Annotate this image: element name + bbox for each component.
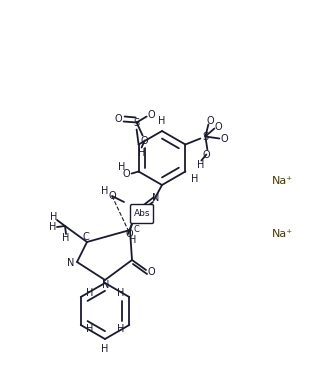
Text: O: O: [203, 150, 210, 159]
Text: H: H: [50, 212, 58, 222]
Text: O: O: [220, 133, 228, 144]
Text: O: O: [148, 109, 156, 120]
Text: N: N: [67, 258, 75, 268]
Text: H: H: [117, 324, 124, 334]
FancyBboxPatch shape: [130, 205, 154, 223]
Text: H: H: [117, 288, 124, 298]
Text: N: N: [102, 280, 110, 290]
Text: H: H: [86, 288, 93, 298]
Text: S: S: [133, 117, 140, 127]
Text: S: S: [202, 132, 209, 141]
Text: H: H: [138, 147, 145, 158]
Text: O: O: [141, 135, 148, 146]
Text: O: O: [108, 191, 116, 201]
Text: H: H: [101, 344, 109, 354]
Text: H: H: [118, 162, 125, 171]
Text: Na⁺: Na⁺: [271, 229, 293, 239]
Text: O: O: [147, 267, 155, 277]
Text: O: O: [207, 115, 214, 126]
Text: H: H: [129, 235, 137, 245]
Text: H: H: [101, 186, 109, 196]
Text: H: H: [197, 159, 204, 170]
Text: O: O: [214, 121, 222, 132]
Text: N: N: [132, 208, 140, 218]
Text: Na⁺: Na⁺: [271, 176, 293, 186]
Text: C: C: [133, 224, 139, 233]
Text: O: O: [125, 229, 133, 239]
Text: H: H: [191, 173, 198, 183]
Text: H: H: [62, 233, 70, 243]
Text: N: N: [152, 193, 160, 203]
Text: O: O: [115, 115, 122, 124]
Text: H: H: [158, 116, 166, 126]
Text: H: H: [49, 222, 57, 232]
Text: O: O: [123, 168, 130, 179]
Text: C: C: [83, 232, 89, 242]
Text: H: H: [86, 324, 93, 334]
Text: Abs: Abs: [134, 209, 150, 218]
